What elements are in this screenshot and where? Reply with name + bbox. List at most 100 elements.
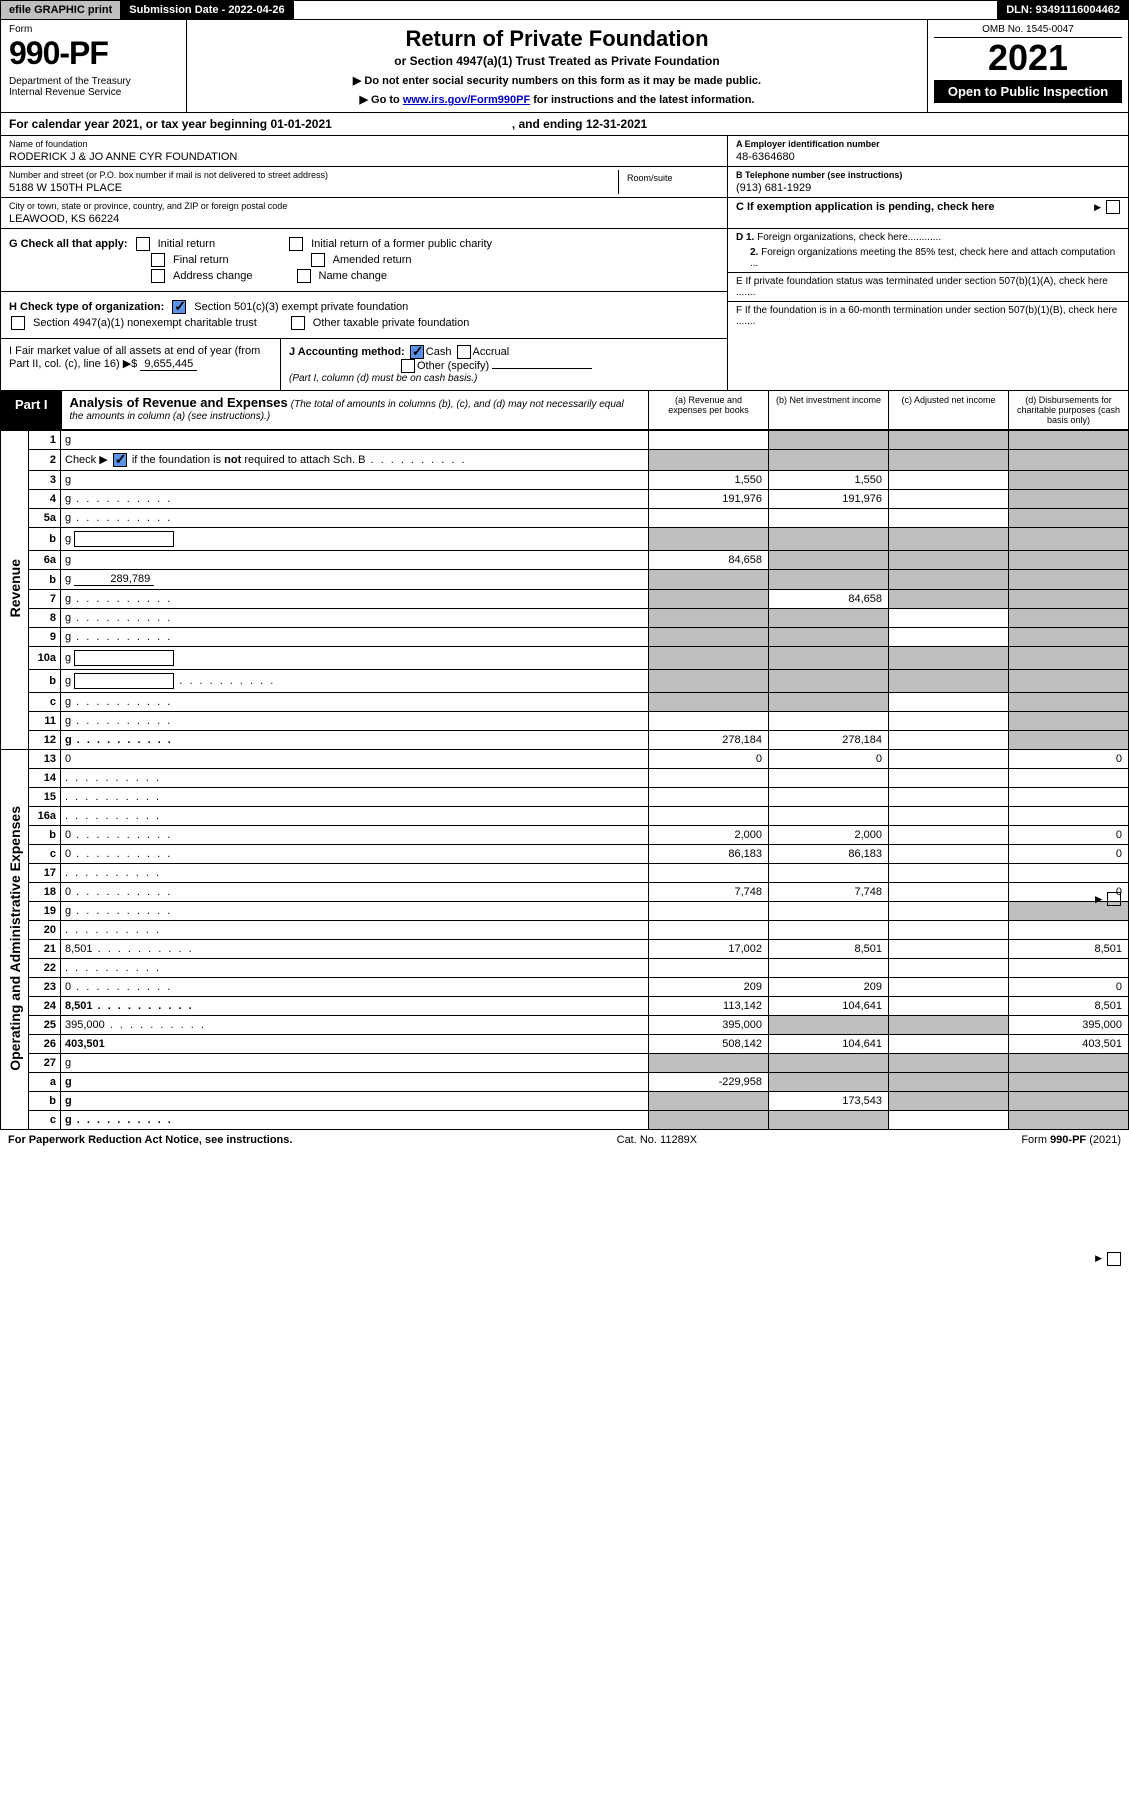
amount-col-b bbox=[769, 693, 889, 712]
line-description: g bbox=[61, 431, 649, 450]
amount-col-c bbox=[889, 1035, 1009, 1054]
amount-col-a: 86,183 bbox=[649, 845, 769, 864]
c-exemption-cell: C If exemption application is pending, c… bbox=[728, 198, 1128, 216]
form-id-block: Form 990-PF Department of the Treasury I… bbox=[1, 20, 187, 112]
amount-col-c bbox=[889, 959, 1009, 978]
amount-col-c bbox=[889, 807, 1009, 826]
ij-row: I Fair market value of all assets at end… bbox=[1, 339, 727, 390]
table-row: 12g278,184278,184 bbox=[1, 731, 1129, 750]
line-number: 1 bbox=[29, 431, 61, 450]
amount-col-a: 1,550 bbox=[649, 471, 769, 490]
name-label: Name of foundation bbox=[9, 139, 719, 149]
amount-col-b bbox=[769, 921, 889, 940]
foundation-name-cell: Name of foundation RODERICK J & JO ANNE … bbox=[1, 136, 727, 167]
tax-year: 2021 bbox=[934, 38, 1122, 78]
amount-col-d bbox=[1009, 1092, 1129, 1111]
h-opt-3: Other taxable private foundation bbox=[313, 317, 470, 329]
table-row: cg bbox=[1, 1111, 1129, 1130]
amount-col-d bbox=[1009, 788, 1129, 807]
amount-col-d bbox=[1009, 1073, 1129, 1092]
j-opt-1: Cash bbox=[426, 346, 452, 358]
table-row: 27g bbox=[1, 1054, 1129, 1073]
table-row: c086,18386,1830 bbox=[1, 845, 1129, 864]
h-4947[interactable] bbox=[11, 316, 25, 330]
table-row: 9g bbox=[1, 628, 1129, 647]
line-description: g bbox=[61, 1092, 649, 1111]
g-final-return[interactable] bbox=[151, 253, 165, 267]
g-initial-return[interactable] bbox=[136, 237, 150, 251]
amount-col-c bbox=[889, 1054, 1009, 1073]
calendar-year-row: For calendar year 2021, or tax year begi… bbox=[0, 113, 1129, 136]
amount-col-a bbox=[649, 788, 769, 807]
amount-col-d bbox=[1009, 959, 1129, 978]
amount-col-c bbox=[889, 750, 1009, 769]
amount-col-c bbox=[889, 845, 1009, 864]
table-row: 1807,7487,7480 bbox=[1, 883, 1129, 902]
f-checkbox[interactable] bbox=[1095, 892, 1123, 906]
table-row: 3g1,5501,550 bbox=[1, 471, 1129, 490]
amount-col-b bbox=[769, 712, 889, 731]
line-description: g bbox=[61, 693, 649, 712]
line-description: g bbox=[61, 471, 649, 490]
amount-col-d bbox=[1009, 1054, 1129, 1073]
d2-checkbox[interactable] bbox=[1095, 1252, 1123, 1266]
g-address-change[interactable] bbox=[151, 269, 165, 283]
amount-col-a bbox=[649, 528, 769, 551]
amount-col-c bbox=[889, 670, 1009, 693]
amount-col-c bbox=[889, 940, 1009, 959]
j-other[interactable] bbox=[401, 359, 415, 373]
amount-col-d bbox=[1009, 590, 1129, 609]
g-name-change[interactable] bbox=[297, 269, 311, 283]
j-accrual[interactable] bbox=[457, 345, 471, 359]
expenses-label: Operating and Administrative Expenses bbox=[7, 796, 23, 1081]
page-footer: For Paperwork Reduction Act Notice, see … bbox=[0, 1130, 1129, 1150]
h-501c3[interactable] bbox=[172, 300, 186, 314]
line-number: a bbox=[29, 1073, 61, 1092]
line-number: 25 bbox=[29, 1016, 61, 1035]
amount-col-a bbox=[649, 864, 769, 883]
column-headers: (a) Revenue and expenses per books (b) N… bbox=[648, 391, 1128, 429]
h-other-taxable[interactable] bbox=[291, 316, 305, 330]
g-amended-return[interactable] bbox=[311, 253, 325, 267]
amount-col-a: 84,658 bbox=[649, 551, 769, 570]
line-number: 20 bbox=[29, 921, 61, 940]
amount-col-a bbox=[649, 509, 769, 528]
amount-col-a bbox=[649, 609, 769, 628]
efile-button[interactable]: efile GRAPHIC print bbox=[1, 1, 121, 19]
amount-col-b bbox=[769, 551, 889, 570]
amount-col-c bbox=[889, 1111, 1009, 1130]
amount-col-c bbox=[889, 431, 1009, 450]
line-number: 6a bbox=[29, 551, 61, 570]
f-cell: F If the foundation is in a 60-month ter… bbox=[728, 302, 1128, 330]
amount-col-d bbox=[1009, 431, 1129, 450]
line-description: g bbox=[61, 628, 649, 647]
part-1-header: Part I Analysis of Revenue and Expenses … bbox=[0, 391, 1129, 430]
c-checkbox[interactable] bbox=[1094, 200, 1122, 214]
line-number: 3 bbox=[29, 471, 61, 490]
line-number: b bbox=[29, 1092, 61, 1111]
amount-col-a: 278,184 bbox=[649, 731, 769, 750]
line-description: 0 bbox=[61, 883, 649, 902]
line-number: b bbox=[29, 570, 61, 590]
line-description: Check ▶ if the foundation is not require… bbox=[61, 450, 649, 471]
amount-col-b: 2,000 bbox=[769, 826, 889, 845]
table-row: 11g bbox=[1, 712, 1129, 731]
amount-col-a: 17,002 bbox=[649, 940, 769, 959]
amount-col-a: 508,142 bbox=[649, 1035, 769, 1054]
amount-col-b: 278,184 bbox=[769, 731, 889, 750]
amount-col-d bbox=[1009, 731, 1129, 750]
room-label: Room/suite bbox=[627, 173, 711, 183]
line-number: c bbox=[29, 1111, 61, 1130]
part-title: Analysis of Revenue and Expenses bbox=[70, 395, 288, 410]
line-description bbox=[61, 788, 649, 807]
part-1-table: Revenue1g2Check ▶ if the foundation is n… bbox=[0, 430, 1129, 1130]
amount-col-c bbox=[889, 693, 1009, 712]
g-initial-former[interactable] bbox=[289, 237, 303, 251]
j-cash[interactable] bbox=[410, 345, 424, 359]
line-description: g bbox=[61, 590, 649, 609]
line-description: g bbox=[61, 647, 649, 670]
ein-cell: A Employer identification number 48-6364… bbox=[728, 136, 1128, 167]
amount-col-b bbox=[769, 528, 889, 551]
line-number: c bbox=[29, 845, 61, 864]
instructions-link[interactable]: www.irs.gov/Form990PF bbox=[403, 94, 530, 106]
